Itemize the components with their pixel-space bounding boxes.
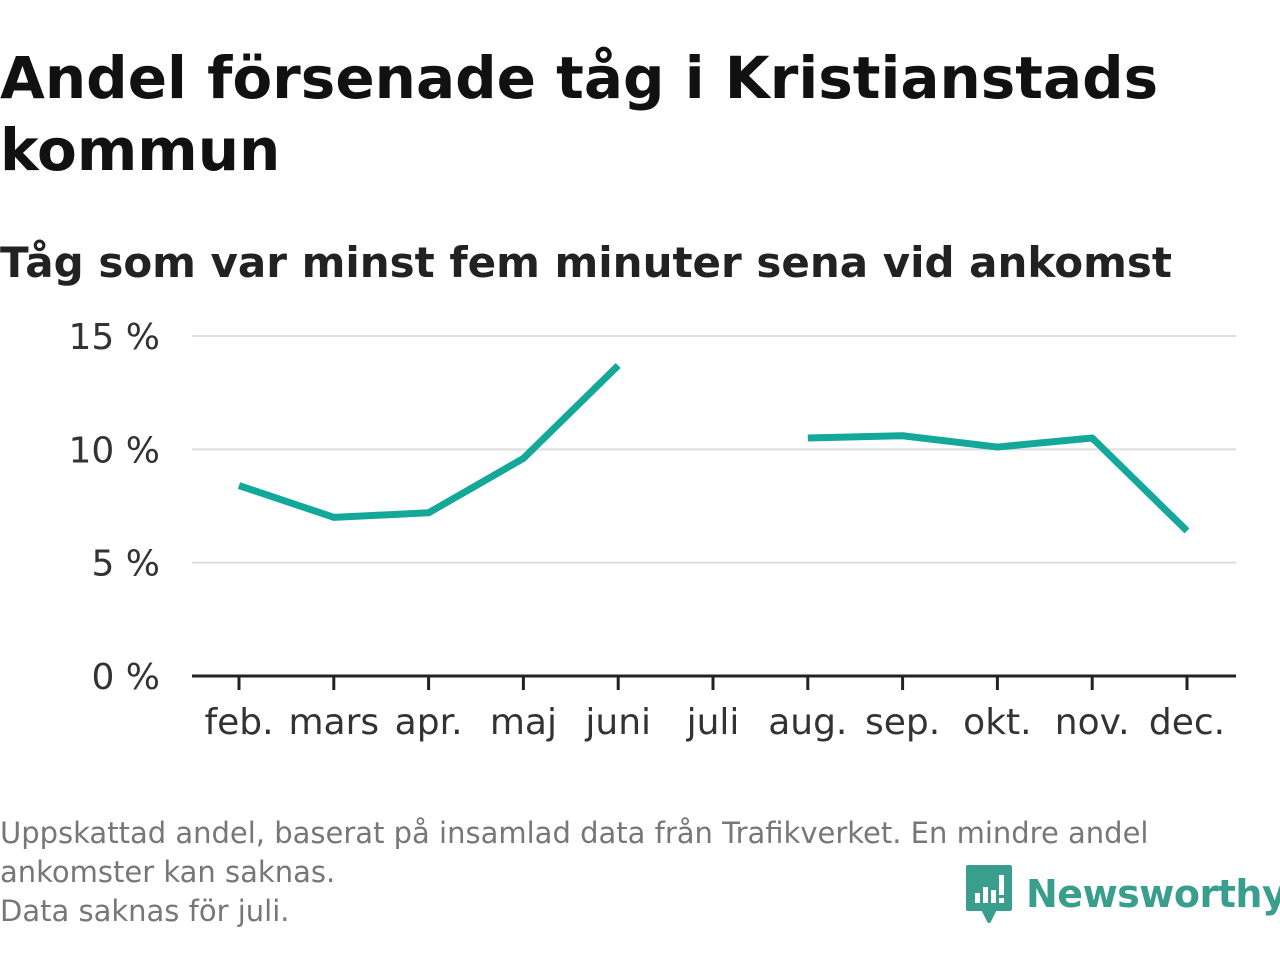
x-axis-tick-labels: feb. mars apr. maj juni juli aug. sep. okt. nov. d… bbox=[204, 702, 1225, 743]
x-tick-label: mars bbox=[288, 702, 379, 743]
x-axis bbox=[192, 674, 1236, 690]
footnote-line-2: ankomster kan saknas. bbox=[0, 855, 336, 889]
x-tick-label: maj bbox=[490, 702, 557, 743]
bar-chart-badge-icon bbox=[966, 865, 1012, 923]
y-tick-label: 15 % bbox=[69, 317, 160, 358]
series-line bbox=[807, 432, 1190, 534]
x-tick-label: sep. bbox=[865, 702, 940, 743]
chart-subtitle: Tåg som var minst fem minuter sena vid a… bbox=[0, 238, 1172, 287]
footnote: Uppskattad andel, baserat på insamlad da… bbox=[0, 814, 1270, 931]
chart-title: Andel försenade tåg i Kristianstads komm… bbox=[0, 44, 1159, 184]
newsworthy-logo: Newsworthy bbox=[964, 862, 1280, 926]
x-tick-label: feb. bbox=[204, 702, 273, 743]
grid-lines bbox=[192, 335, 1236, 564]
y-tick-label: 5 % bbox=[91, 544, 160, 585]
footnote-line-1: Uppskattad andel, baserat på insamlad da… bbox=[0, 816, 1149, 850]
x-tick-label: juli bbox=[686, 702, 740, 743]
x-tick-label: aug. bbox=[768, 702, 847, 743]
x-tick-label: apr. bbox=[395, 702, 463, 743]
series-line bbox=[237, 362, 621, 521]
x-tick-label: juni bbox=[584, 702, 651, 743]
y-axis-tick-labels: 0 % 5 % 10 % 15 % bbox=[69, 317, 160, 698]
y-tick-label: 0 % bbox=[91, 657, 160, 698]
logo-text: Newsworthy bbox=[1026, 872, 1280, 916]
x-tick-label: okt. bbox=[963, 702, 1031, 743]
x-tick-label: nov. bbox=[1055, 702, 1130, 743]
y-tick-label: 10 % bbox=[69, 430, 160, 471]
series-lines bbox=[237, 362, 1190, 534]
x-tick-label: dec. bbox=[1149, 702, 1225, 743]
footnote-line-3: Data saknas för juli. bbox=[0, 894, 290, 928]
